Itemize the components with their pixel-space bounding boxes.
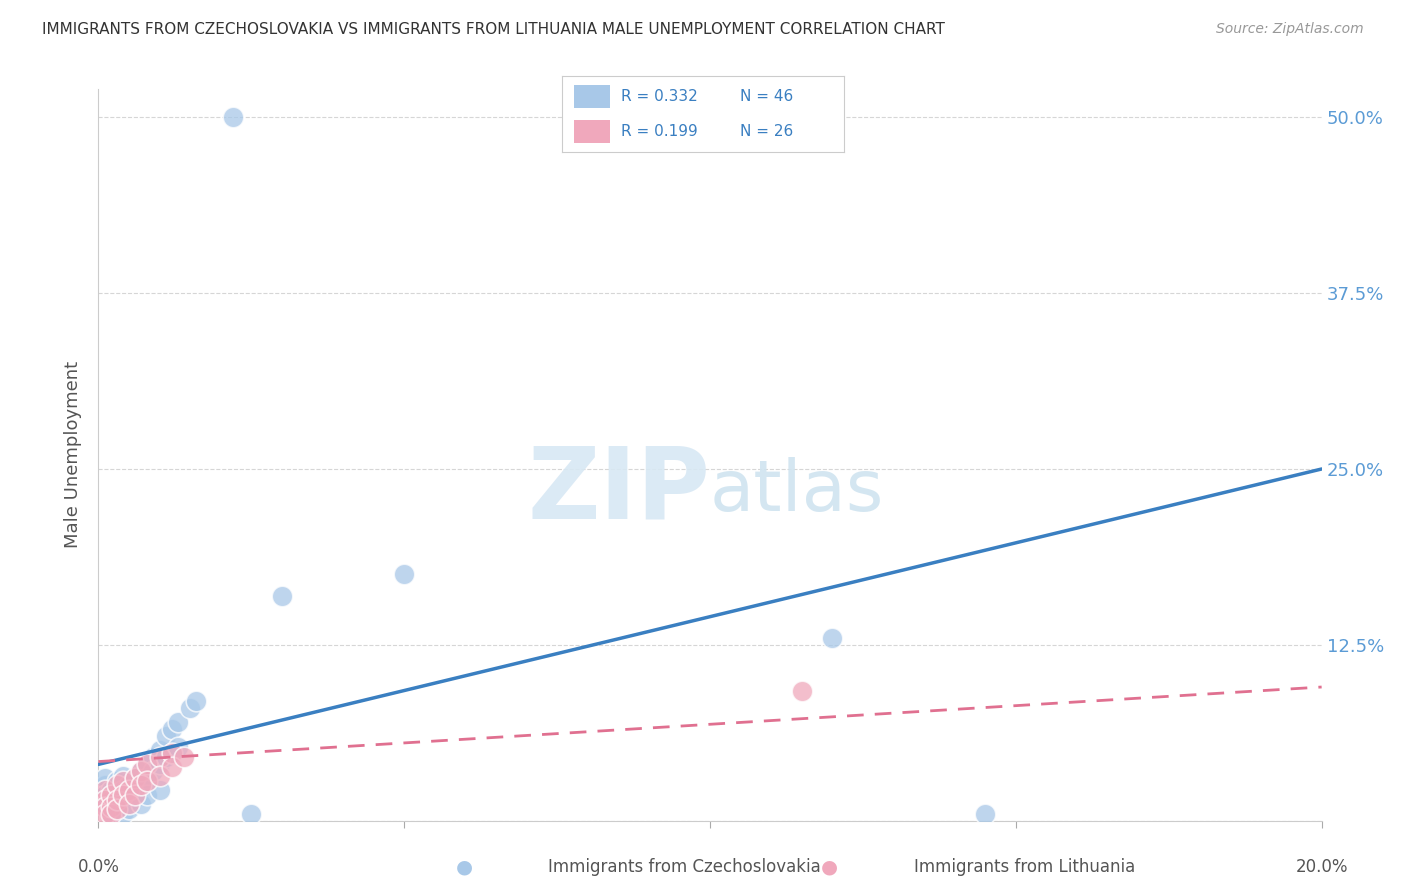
Text: Source: ZipAtlas.com: Source: ZipAtlas.com [1216,22,1364,37]
Point [100,789,122,803]
Point [392,567,416,582]
Point [105,792,128,806]
Point [93,772,115,786]
Point [118,797,141,811]
Point [136,757,159,772]
Point [105,802,128,816]
Point [118,802,141,816]
Point [105,797,128,811]
Point [142,750,165,764]
Point [974,806,997,821]
Point [149,757,172,772]
Point [270,589,292,603]
Point [105,802,128,816]
Point [136,757,159,772]
Text: ●: ● [821,857,838,876]
Text: N = 26: N = 26 [740,124,793,138]
Point [136,772,159,786]
Text: ●: ● [456,857,472,876]
Point [111,806,134,821]
Point [160,723,183,737]
Text: N = 46: N = 46 [740,89,793,103]
Y-axis label: Male Unemployment: Male Unemployment [65,361,83,549]
Text: IMMIGRANTS FROM CZECHOSLOVAKIA VS IMMIGRANTS FROM LITHUANIA MALE UNEMPLOYMENT CO: IMMIGRANTS FROM CZECHOSLOVAKIA VS IMMIGR… [42,22,945,37]
Point [118,782,141,797]
Point [105,785,128,799]
Point [240,806,263,821]
Point [149,782,172,797]
Point [118,789,141,803]
Point [100,806,122,821]
Text: Immigrants from Czechoslovakia: Immigrants from Czechoslovakia [548,858,821,876]
FancyBboxPatch shape [574,120,610,143]
Point [105,774,128,789]
Point [100,792,122,806]
Point [129,779,152,793]
Point [821,631,844,645]
Point [118,779,141,793]
Point [129,764,152,779]
Point [124,785,146,799]
Point [186,694,208,708]
Point [124,772,146,786]
Point [93,782,115,797]
Point [105,779,128,793]
Point [93,779,115,793]
Point [100,806,122,821]
Point [111,792,134,806]
Point [129,797,152,811]
Point [111,769,134,783]
Point [111,774,134,789]
Point [100,782,122,797]
Point [111,782,134,797]
Point [155,729,177,743]
Point [222,111,245,125]
Point [111,789,134,803]
Point [149,743,172,757]
Point [179,701,201,715]
Point [124,789,146,803]
Point [93,799,115,814]
Point [155,750,177,764]
Point [93,797,115,811]
Point [100,799,122,814]
FancyBboxPatch shape [574,85,610,108]
Point [142,764,165,779]
Text: R = 0.199: R = 0.199 [621,124,699,138]
Point [160,760,183,774]
Text: atlas: atlas [710,457,884,526]
Point [149,750,172,764]
Point [160,746,183,760]
Text: R = 0.332: R = 0.332 [621,89,699,103]
Point [129,779,152,793]
Point [167,740,190,755]
Point [124,772,146,786]
Point [129,764,152,779]
Point [100,799,122,814]
Point [173,750,195,764]
Point [136,789,159,803]
Point [93,792,115,806]
Text: Immigrants from Lithuania: Immigrants from Lithuania [914,858,1135,876]
Text: 0.0%: 0.0% [77,858,120,876]
Text: 20.0%: 20.0% [1295,858,1348,876]
Point [160,746,183,760]
Point [93,789,115,803]
Point [93,806,115,821]
Point [149,769,172,783]
Point [790,684,813,698]
Point [167,715,190,730]
Text: ZIP: ZIP [527,443,710,540]
Point [136,774,159,789]
